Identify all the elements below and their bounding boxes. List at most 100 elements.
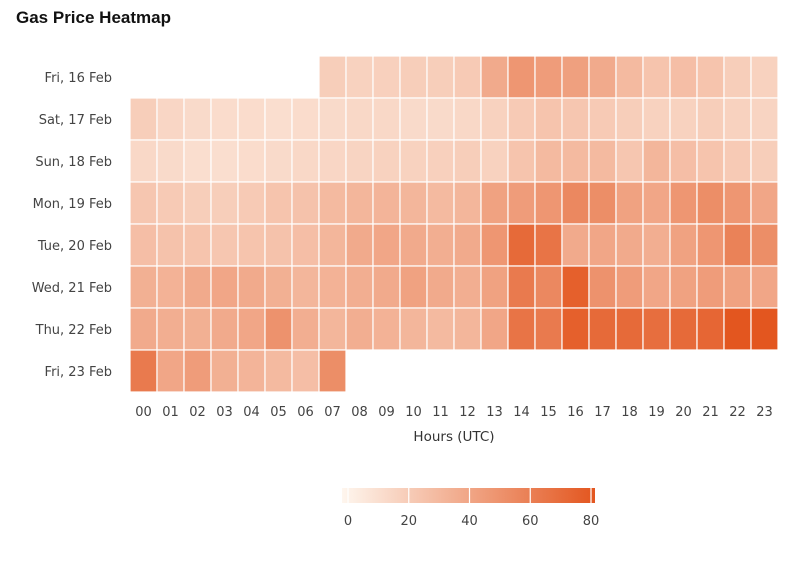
heatmap-cell xyxy=(588,97,617,141)
heatmap-cell xyxy=(291,349,320,393)
heatmap-cell xyxy=(156,181,185,225)
heatmap-cell xyxy=(750,139,779,183)
heatmap-cell xyxy=(183,349,212,393)
heatmap-cell xyxy=(507,181,536,225)
x-tick-label: 12 xyxy=(459,405,476,420)
heatmap-cell xyxy=(723,139,752,183)
x-tick-label: 19 xyxy=(648,405,665,420)
heatmap-cell xyxy=(696,139,725,183)
heatmap-cell xyxy=(264,307,293,351)
heatmap-cell xyxy=(561,265,590,309)
heatmap-cell xyxy=(210,181,239,225)
heatmap-cell xyxy=(588,307,617,351)
heatmap-cell xyxy=(237,307,266,351)
heatmap-cell xyxy=(426,55,455,99)
heatmap-cell xyxy=(210,97,239,141)
heatmap-cell xyxy=(156,265,185,309)
heatmap-cell xyxy=(318,139,347,183)
heatmap-cell xyxy=(210,349,239,393)
heatmap-cell xyxy=(642,97,671,141)
heatmap-cell xyxy=(264,265,293,309)
heatmap-cell xyxy=(399,55,428,99)
y-tick-label: Thu, 22 Feb xyxy=(35,323,112,338)
heatmap-cell xyxy=(129,307,158,351)
heatmap-cell xyxy=(615,223,644,267)
heatmap-cell xyxy=(237,265,266,309)
heatmap-cell xyxy=(237,139,266,183)
color-scale-tick-label: 60 xyxy=(522,514,539,529)
heatmap-cell xyxy=(183,265,212,309)
x-tick-label: 02 xyxy=(189,405,206,420)
heatmap-cell xyxy=(399,139,428,183)
heatmap-cell xyxy=(426,307,455,351)
heatmap-cell xyxy=(210,223,239,267)
heatmap-cell xyxy=(183,97,212,141)
heatmap-cell xyxy=(534,307,563,351)
heatmap-cell xyxy=(453,97,482,141)
heatmap-cell xyxy=(318,307,347,351)
heatmap-cell xyxy=(237,181,266,225)
heatmap-cell xyxy=(318,181,347,225)
heatmap-cell xyxy=(372,265,401,309)
heatmap-cell xyxy=(318,265,347,309)
heatmap-cell xyxy=(426,97,455,141)
heatmap-cell xyxy=(669,139,698,183)
heatmap-cell xyxy=(345,265,374,309)
heatmap-cell xyxy=(723,181,752,225)
heatmap-cell xyxy=(372,55,401,99)
heatmap-cell xyxy=(129,349,158,393)
heatmap-cell xyxy=(615,265,644,309)
heatmap-cell xyxy=(561,223,590,267)
heatmap-cell xyxy=(669,265,698,309)
heatmap-cell xyxy=(372,97,401,141)
x-tick-label: 00 xyxy=(135,405,152,420)
x-tick-label: 20 xyxy=(675,405,692,420)
heatmap-cell xyxy=(750,265,779,309)
color-scale-bar xyxy=(342,488,595,503)
x-tick-label: 15 xyxy=(540,405,557,420)
heatmap-cell xyxy=(129,181,158,225)
heatmap-cell xyxy=(453,223,482,267)
heatmap-cell xyxy=(237,97,266,141)
heatmap-cell xyxy=(345,307,374,351)
x-axis-labels: 00 01 02 03 04 05 06 07 08 09 10 11 12 13 14 15 16 17 18 19… xyxy=(135,405,773,420)
heatmap-cell xyxy=(561,97,590,141)
heatmap-cell xyxy=(642,265,671,309)
heatmap-cell xyxy=(318,55,347,99)
heatmap-cell xyxy=(669,55,698,99)
heatmap-cell xyxy=(507,265,536,309)
x-tick-label: 21 xyxy=(702,405,719,420)
x-tick-label: 11 xyxy=(432,405,449,420)
heatmap-cell xyxy=(156,223,185,267)
heatmap-cell xyxy=(669,307,698,351)
heatmap-cell xyxy=(588,265,617,309)
heatmap-cell xyxy=(588,139,617,183)
heatmap-cell xyxy=(750,97,779,141)
heatmap-cell xyxy=(588,181,617,225)
heatmap-cell xyxy=(507,307,536,351)
heatmap-cell xyxy=(264,223,293,267)
chart-title: Gas Price Heatmap xyxy=(16,8,171,27)
heatmap-cell xyxy=(642,181,671,225)
heatmap-cell xyxy=(372,223,401,267)
heatmap-cell xyxy=(318,97,347,141)
heatmap-cell xyxy=(480,139,509,183)
heatmap-cell xyxy=(750,307,779,351)
heatmap-cell xyxy=(561,139,590,183)
x-tick-label: 10 xyxy=(405,405,422,420)
heatmap-cell xyxy=(696,97,725,141)
heatmap-cell xyxy=(534,223,563,267)
heatmap-cell xyxy=(291,265,320,309)
heatmap-cell xyxy=(399,181,428,225)
heatmap-cell xyxy=(750,55,779,99)
y-tick-label: Tue, 20 Feb xyxy=(37,239,112,254)
x-tick-label: 03 xyxy=(216,405,233,420)
heatmap-cell xyxy=(723,97,752,141)
x-tick-label: 23 xyxy=(756,405,773,420)
y-tick-label: Mon, 19 Feb xyxy=(33,197,112,212)
heatmap-cell xyxy=(453,55,482,99)
heatmap-cell xyxy=(480,223,509,267)
heatmap-cell xyxy=(426,181,455,225)
heatmap-cell xyxy=(183,223,212,267)
y-tick-label: Sat, 17 Feb xyxy=(39,113,112,128)
